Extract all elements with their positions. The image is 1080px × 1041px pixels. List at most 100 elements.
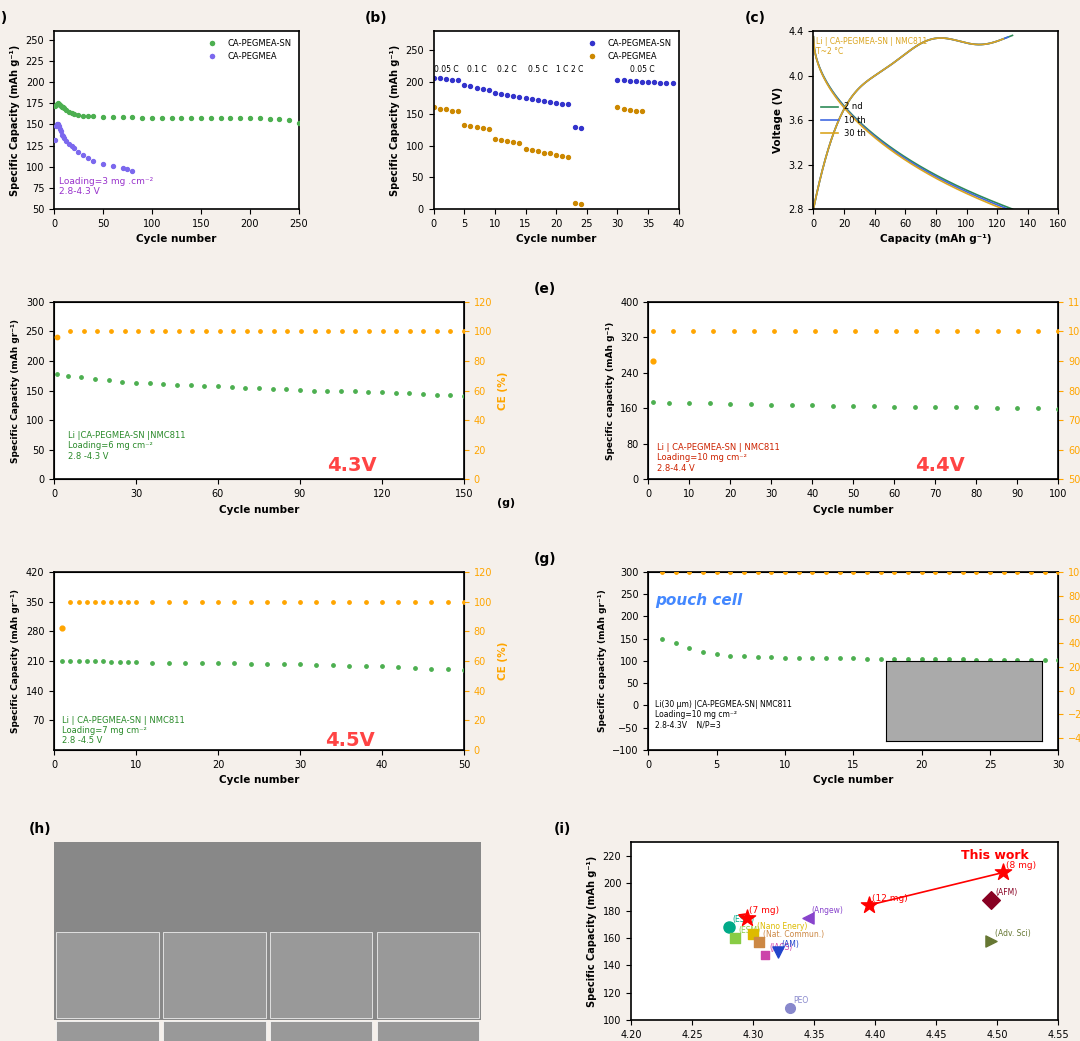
Point — [293, 323, 310, 339]
Point — [70, 144, 87, 160]
Point — [660, 395, 677, 411]
Point — [333, 323, 350, 339]
Point — [113, 374, 131, 390]
Line: 2 nd: 2 nd — [813, 35, 1012, 209]
Point — [415, 323, 432, 339]
Point — [51, 97, 68, 113]
Point — [1009, 400, 1026, 416]
Point — [361, 323, 378, 339]
Point — [499, 133, 516, 150]
Point — [238, 323, 255, 339]
2 nd — [807, 203, 820, 215]
Point — [50, 116, 67, 132]
Point — [49, 329, 66, 346]
Point — [347, 323, 364, 339]
Text: 0.2 C: 0.2 C — [498, 66, 517, 74]
Text: 1 C: 1 C — [556, 66, 568, 74]
Text: (7 mg): (7 mg) — [750, 907, 780, 915]
Point — [750, 649, 767, 665]
Point — [1029, 323, 1047, 339]
Point — [59, 367, 77, 384]
Point — [48, 97, 65, 113]
Text: (g): (g) — [534, 552, 556, 566]
2 nd — [843, 93, 856, 105]
Point — [818, 650, 835, 666]
Point — [55, 130, 72, 147]
Point — [486, 84, 503, 101]
Text: (12 mg): (12 mg) — [872, 894, 907, 904]
Point — [449, 72, 467, 88]
Text: 2 C: 2 C — [571, 66, 584, 74]
Point — [388, 323, 405, 339]
Point — [504, 87, 522, 104]
Y-axis label: Specific Capacity (mAh g⁻¹): Specific Capacity (mAh g⁻¹) — [588, 856, 597, 1007]
Text: (Adv. Sci): (Adv. Sci) — [995, 929, 1030, 938]
Point — [559, 149, 577, 166]
Point — [928, 323, 945, 339]
30 th — [988, 35, 1001, 48]
Point — [210, 378, 227, 395]
Text: (ESM): (ESM) — [739, 926, 760, 936]
Point — [160, 593, 177, 610]
Point — [49, 365, 66, 382]
Point — [251, 380, 268, 397]
Point — [845, 650, 862, 666]
Point — [566, 119, 583, 135]
X-axis label: Cycle number: Cycle number — [516, 234, 596, 245]
Point — [57, 133, 75, 150]
Y-axis label: Specific Capacity (mAh g⁻¹): Specific Capacity (mAh g⁻¹) — [390, 45, 400, 196]
Point — [468, 119, 485, 135]
Point — [777, 563, 794, 580]
Point — [320, 323, 337, 339]
Point — [791, 563, 808, 580]
Point — [173, 109, 190, 126]
Point — [52, 123, 69, 139]
Point — [651, 74, 669, 91]
Point — [356, 658, 374, 675]
Point — [374, 658, 391, 675]
Point — [184, 323, 201, 339]
Point — [1009, 323, 1026, 339]
Text: (ESM): (ESM) — [732, 915, 755, 924]
Point — [62, 593, 79, 610]
Point — [308, 657, 325, 674]
Point — [94, 108, 111, 125]
Point — [988, 400, 1005, 416]
Bar — [270, 1021, 373, 1041]
Point — [127, 654, 145, 670]
Point — [566, 195, 583, 211]
Point — [431, 70, 448, 86]
Point — [168, 376, 186, 392]
Point — [517, 141, 535, 157]
Point — [786, 323, 804, 339]
Point — [726, 930, 743, 946]
Point — [983, 933, 1000, 949]
Point — [114, 108, 132, 125]
Point — [873, 651, 890, 667]
30 th — [934, 32, 947, 45]
Bar — [163, 932, 266, 1018]
Point — [281, 111, 298, 128]
Point — [54, 653, 71, 669]
Point — [523, 142, 540, 158]
Point — [481, 121, 498, 137]
Point — [119, 161, 136, 178]
Point — [63, 105, 80, 122]
Point — [103, 593, 120, 610]
Point — [969, 323, 986, 339]
Point — [84, 107, 102, 124]
Point — [49, 329, 66, 346]
Point — [1009, 652, 1026, 668]
Point — [742, 396, 759, 412]
Y-axis label: Specific capacity (mAh g⁻¹): Specific capacity (mAh g⁻¹) — [606, 322, 615, 460]
Point — [50, 95, 67, 111]
Point — [541, 94, 558, 110]
Point — [390, 593, 407, 610]
Point — [995, 864, 1012, 881]
Point — [80, 150, 97, 167]
Point — [499, 86, 516, 103]
Point — [193, 655, 211, 671]
Point — [481, 81, 498, 98]
Point — [340, 593, 357, 610]
Point — [947, 399, 964, 415]
